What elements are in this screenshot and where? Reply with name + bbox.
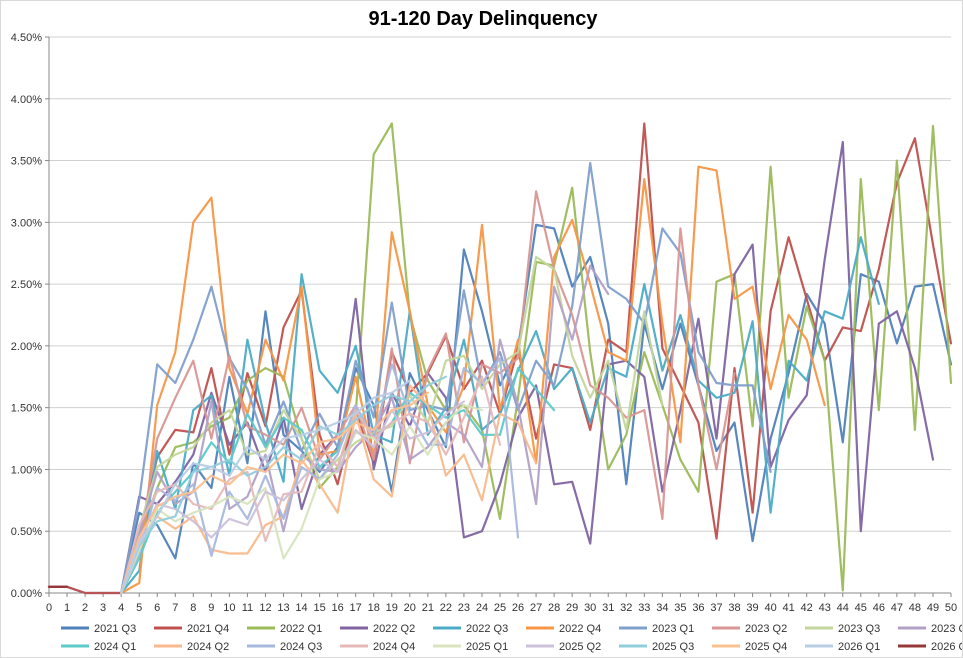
x-tick-label: 24 (476, 602, 488, 614)
legend-label: 2022 Q2 (373, 623, 415, 635)
legend-label: 2023 Q1 (652, 623, 694, 635)
x-tick-label: 30 (584, 602, 596, 614)
legend-label: 2022 Q3 (466, 623, 508, 635)
x-tick-label: 11 (242, 602, 253, 614)
series-line-2025-q3 (120, 375, 447, 595)
legend-label: 2024 Q3 (280, 641, 322, 653)
x-tick-label: 12 (259, 602, 271, 614)
series-line-2023-q2 (120, 190, 736, 595)
series-line-2023-q3 (120, 255, 664, 595)
x-tick-label: 20 (404, 602, 416, 614)
x-tick-label: 33 (638, 602, 650, 614)
x-tick-label: 16 (332, 602, 344, 614)
series-line-2026-q1 (120, 379, 411, 595)
x-tick-label: 50 (945, 602, 957, 614)
series-line-2024-q2 (120, 384, 538, 595)
axes: 0.00% 0.50% 1.00% 1.50% 2.00% 2.50% 3.00% 3.50%… (11, 32, 957, 614)
x-tick-label: 0 (46, 602, 52, 614)
legend-label: 2023 Q4 (931, 623, 962, 635)
y-tick-label: 0.00% (11, 588, 42, 600)
legend-label: 2026 Q2 (931, 641, 962, 653)
x-tick-label: 28 (548, 602, 560, 614)
x-tick-label: 26 (512, 602, 524, 614)
y-tick-label: 2.50% (11, 279, 42, 291)
x-tick-label: 34 (656, 602, 668, 614)
series-line-2025-q4 (120, 391, 429, 595)
x-tick-label: 21 (422, 602, 434, 614)
x-tick-label: 47 (891, 602, 903, 614)
series-line-2021-q3 (47, 223, 953, 595)
legend-label: 2023 Q2 (745, 623, 787, 635)
legend: 2021 Q3 2021 Q4 2022 Q1 2022 Q2 2022 Q3 2022 … (61, 623, 962, 653)
y-tick-label: 1.00% (11, 464, 42, 476)
legend-label: 2025 Q2 (559, 641, 601, 653)
legend-label: 2025 Q1 (466, 641, 508, 653)
x-tick-label: 48 (909, 602, 921, 614)
y-tick-label: 2.00% (11, 341, 42, 353)
legend-label: 2024 Q1 (94, 641, 136, 653)
x-tick-label: 2 (82, 602, 88, 614)
y-tick-label: 4.00% (11, 94, 42, 106)
x-tick-label: 6 (154, 602, 160, 614)
x-tick-label: 1 (64, 602, 70, 614)
x-tick-label: 18 (368, 602, 380, 614)
x-tick-label: 25 (494, 602, 506, 614)
x-tick-label: 38 (728, 602, 740, 614)
series-lines (47, 122, 953, 595)
x-tick-label: 19 (386, 602, 398, 614)
x-tick-label: 41 (783, 602, 795, 614)
legend-label: 2022 Q4 (559, 623, 601, 635)
x-tick-label: 27 (530, 602, 542, 614)
legend-label: 2021 Q3 (94, 623, 136, 635)
y-tick-label: 3.50% (11, 156, 42, 168)
x-tick-label: 37 (710, 602, 722, 614)
x-tick-label: 44 (837, 602, 849, 614)
x-tick-label: 46 (873, 602, 885, 614)
y-tick-label: 1.50% (11, 403, 42, 415)
x-tick-label: 36 (692, 602, 704, 614)
x-tick-label: 31 (602, 602, 614, 614)
legend-label: 2023 Q3 (838, 623, 880, 635)
legend-label: 2026 Q1 (838, 641, 880, 653)
x-tick-label: 14 (295, 602, 307, 614)
y-tick-label: 4.50% (11, 32, 42, 44)
x-tick-label: 39 (746, 602, 758, 614)
y-tick-label: 0.50% (11, 526, 42, 538)
x-tick-label: 49 (927, 602, 939, 614)
x-tick-label: 13 (277, 602, 289, 614)
legend-label: 2022 Q1 (280, 623, 322, 635)
x-tick-label: 8 (190, 602, 196, 614)
legend-label: 2024 Q4 (373, 641, 415, 653)
x-tick-label: 40 (764, 602, 776, 614)
x-tick-label: 10 (223, 602, 235, 614)
series-line-2025-q1 (120, 404, 484, 595)
x-tick-label: 4 (118, 602, 124, 614)
x-tick-label: 5 (136, 602, 142, 614)
legend-label: 2025 Q4 (745, 641, 787, 653)
legend-label: 2024 Q2 (187, 641, 229, 653)
legend-label: 2025 Q3 (652, 641, 694, 653)
x-tick-label: 7 (172, 602, 178, 614)
x-tick-label: 29 (566, 602, 578, 614)
x-tick-label: 22 (440, 602, 452, 614)
x-tick-label: 3 (100, 602, 106, 614)
y-tick-label: 3.00% (11, 217, 42, 229)
x-tick-label: 32 (620, 602, 632, 614)
x-tick-label: 9 (208, 602, 214, 614)
chart-title: 91-120 Day Delinquency (369, 8, 599, 30)
x-tick-label: 43 (819, 602, 831, 614)
x-tick-label: 35 (674, 602, 686, 614)
x-tick-label: 42 (801, 602, 813, 614)
x-tick-label: 45 (855, 602, 867, 614)
legend-label: 2021 Q4 (187, 623, 229, 635)
x-tick-label: 15 (313, 602, 325, 614)
x-tick-label: 23 (458, 602, 470, 614)
x-tick-label: 17 (350, 602, 362, 614)
